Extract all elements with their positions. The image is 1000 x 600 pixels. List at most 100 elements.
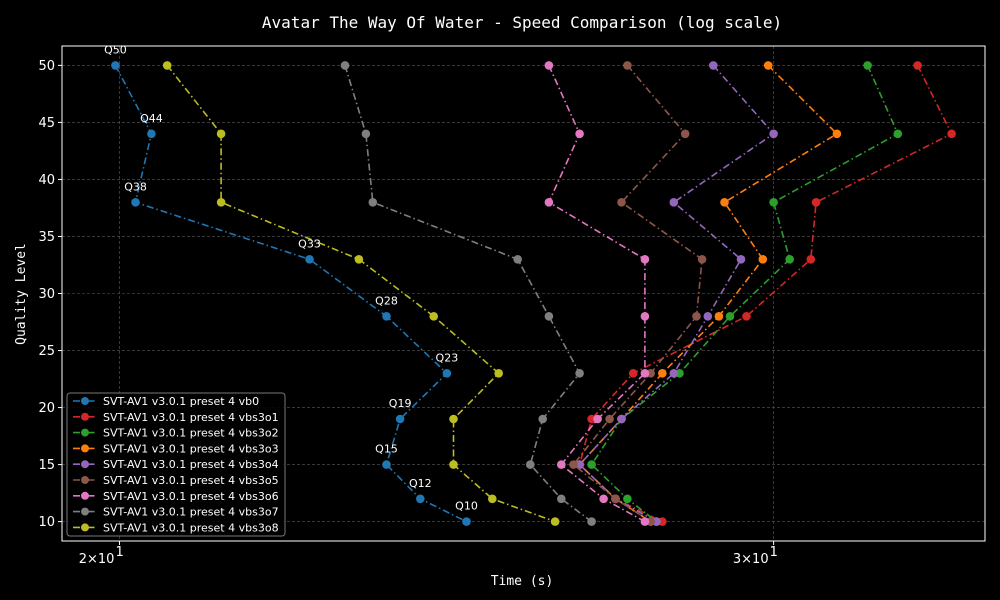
data-point bbox=[544, 198, 554, 207]
data-point bbox=[162, 61, 172, 70]
data-point bbox=[658, 369, 667, 378]
x-tick-label-base: 3×10 bbox=[733, 552, 769, 567]
legend-label: SVT-AV1 v3.0.1 preset 4 vbs3o1 bbox=[103, 411, 279, 424]
data-point bbox=[449, 460, 458, 469]
data-point bbox=[416, 494, 425, 504]
annotation-label: Q19 bbox=[389, 397, 412, 410]
legend-marker bbox=[81, 397, 89, 405]
annotation-label: Q15 bbox=[375, 443, 398, 456]
data-point bbox=[494, 369, 504, 378]
data-point bbox=[544, 61, 554, 70]
data-point bbox=[947, 129, 956, 139]
legend-label: SVT-AV1 v3.0.1 preset 4 vbs3o4 bbox=[103, 458, 279, 471]
data-point bbox=[569, 460, 578, 469]
data-point bbox=[305, 254, 314, 264]
data-point bbox=[640, 517, 650, 526]
series-line bbox=[572, 64, 703, 523]
annotation-label: Q38 bbox=[124, 180, 147, 193]
data-point bbox=[640, 312, 650, 321]
series-line bbox=[578, 64, 775, 523]
y-tick-label: 35 bbox=[38, 230, 55, 245]
data-point bbox=[763, 61, 773, 70]
data-point bbox=[714, 312, 724, 321]
data-point bbox=[340, 61, 350, 70]
legend-marker bbox=[81, 476, 89, 484]
legend-entry: SVT-AV1 v3.0.1 preset 4 vbs3o1 bbox=[73, 411, 279, 424]
x-tick-label: 3×10 1 bbox=[733, 545, 778, 567]
data-point bbox=[742, 312, 751, 321]
data-point bbox=[599, 494, 608, 504]
data-point bbox=[806, 254, 816, 264]
data-point bbox=[382, 460, 391, 469]
annotation-label: Q33 bbox=[298, 237, 321, 250]
y-axis-label: Quality Level bbox=[14, 243, 29, 345]
legend-label: SVT-AV1 v3.0.1 preset 4 vb0 bbox=[103, 395, 259, 408]
data-point bbox=[587, 517, 596, 526]
data-point bbox=[913, 61, 922, 70]
data-point bbox=[769, 198, 778, 207]
data-point bbox=[811, 198, 821, 207]
legend-marker bbox=[81, 491, 89, 500]
data-point bbox=[623, 494, 632, 504]
data-point bbox=[736, 254, 746, 264]
data-point bbox=[449, 414, 458, 424]
legend-marker bbox=[81, 444, 89, 453]
data-point bbox=[442, 369, 452, 378]
data-point bbox=[354, 254, 364, 264]
data-point bbox=[669, 369, 679, 378]
data-point bbox=[575, 460, 584, 469]
data-point bbox=[703, 312, 713, 321]
data-point bbox=[628, 369, 638, 378]
data-point bbox=[832, 129, 842, 139]
chart-title: Avatar The Way Of Water - Speed Comparis… bbox=[262, 13, 782, 32]
data-point bbox=[893, 129, 903, 139]
legend-entry: SVT-AV1 v3.0.1 preset 4 vbs3o8 bbox=[73, 521, 279, 534]
legend-entry: SVT-AV1 v3.0.1 preset 4 vbs3o6 bbox=[73, 490, 279, 503]
legend-entry: SVT-AV1 v3.0.1 preset 4 vbs3o7 bbox=[73, 506, 279, 519]
grid-layer bbox=[62, 46, 985, 541]
data-point bbox=[640, 369, 650, 378]
data-point bbox=[216, 129, 226, 139]
legend-label: SVT-AV1 v3.0.1 preset 4 vbs3o3 bbox=[103, 442, 279, 455]
legend-entry: SVT-AV1 v3.0.1 preset 4 vbs3o2 bbox=[73, 427, 279, 440]
series-line bbox=[590, 65, 899, 523]
series-vbs3o7 bbox=[340, 61, 596, 526]
legend-entry: SVT-AV1 v3.0.1 preset 4 vbs3o4 bbox=[73, 458, 279, 471]
data-point bbox=[131, 198, 140, 207]
y-tick-label: 10 bbox=[38, 515, 55, 530]
data-point bbox=[617, 414, 626, 424]
data-point bbox=[526, 460, 535, 469]
legend: SVT-AV1 v3.0.1 preset 4 vb0 SVT-AV1 v3.0.… bbox=[66, 392, 286, 537]
data-point bbox=[623, 61, 632, 70]
data-point bbox=[513, 254, 522, 264]
data-point bbox=[617, 198, 626, 207]
x-tick-label-exponent: 1 bbox=[770, 545, 778, 560]
data-point bbox=[709, 61, 718, 70]
series-line bbox=[114, 65, 467, 523]
legend-entry: SVT-AV1 v3.0.1 preset 4 vbs3o3 bbox=[73, 442, 279, 455]
annotation-label: Q12 bbox=[409, 477, 432, 490]
data-point bbox=[785, 254, 794, 264]
legend-entry: SVT-AV1 v3.0.1 preset 4 vb0 bbox=[73, 395, 259, 408]
data-point bbox=[692, 312, 701, 321]
legend-label: SVT-AV1 v3.0.1 preset 4 vbs3o2 bbox=[103, 427, 279, 440]
data-point bbox=[550, 517, 560, 526]
legend-marker bbox=[81, 460, 89, 469]
y-tick-label: 30 bbox=[38, 287, 55, 302]
annotation-label: Q23 bbox=[436, 351, 459, 364]
annotation-layer: Q50 Q44 Q38 Q33 Q28 Q23 Q19 Q15 Q12 Q10 bbox=[104, 43, 478, 512]
series-line bbox=[344, 65, 593, 523]
annotation-label: Q10 bbox=[455, 500, 478, 513]
data-point bbox=[640, 254, 650, 264]
data-point bbox=[361, 129, 371, 139]
data-point bbox=[382, 312, 391, 321]
data-point bbox=[587, 414, 596, 424]
x-tick-label-exponent: 1 bbox=[115, 545, 123, 560]
data-point bbox=[368, 198, 378, 207]
series-vbs3o2 bbox=[587, 61, 903, 526]
y-tick-label: 45 bbox=[38, 116, 55, 131]
legend-marker bbox=[81, 523, 89, 532]
x-tick-label: 2×10 1 bbox=[79, 545, 124, 567]
legend-label: SVT-AV1 v3.0.1 preset 4 vbs3o5 bbox=[103, 474, 279, 487]
